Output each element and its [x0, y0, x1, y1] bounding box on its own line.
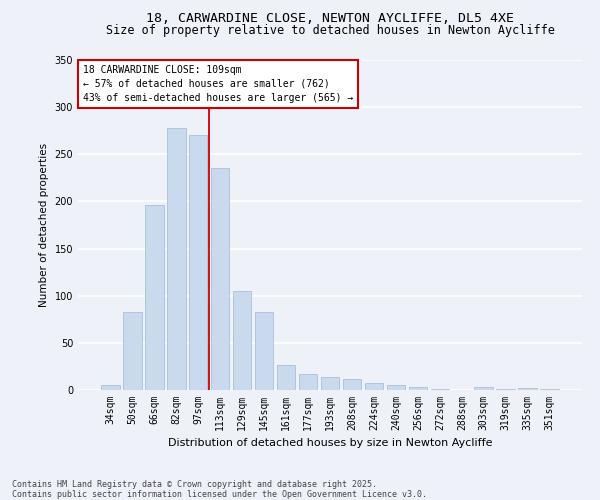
Bar [101, 386, 119, 390]
Bar [475, 387, 493, 390]
Y-axis label: Number of detached properties: Number of detached properties [39, 143, 49, 307]
Bar [541, 389, 559, 390]
Bar [123, 312, 142, 390]
Text: 18, CARWARDINE CLOSE, NEWTON AYCLIFFE, DL5 4XE: 18, CARWARDINE CLOSE, NEWTON AYCLIFFE, D… [146, 12, 514, 26]
Bar [255, 312, 274, 390]
Bar [409, 387, 427, 390]
Bar [343, 378, 361, 390]
Bar [299, 374, 317, 390]
Bar [496, 389, 515, 390]
Text: Size of property relative to detached houses in Newton Aycliffe: Size of property relative to detached ho… [106, 24, 554, 37]
Bar [365, 384, 383, 390]
Bar [320, 377, 340, 390]
Bar [167, 128, 185, 390]
Bar [277, 366, 295, 390]
Bar [211, 168, 229, 390]
Bar [518, 388, 537, 390]
Bar [189, 136, 208, 390]
Text: 18 CARWARDINE CLOSE: 109sqm
← 57% of detached houses are smaller (762)
43% of se: 18 CARWARDINE CLOSE: 109sqm ← 57% of det… [83, 65, 353, 103]
Text: Contains HM Land Registry data © Crown copyright and database right 2025.
Contai: Contains HM Land Registry data © Crown c… [12, 480, 427, 499]
Bar [386, 386, 405, 390]
X-axis label: Distribution of detached houses by size in Newton Aycliffe: Distribution of detached houses by size … [168, 438, 492, 448]
Bar [233, 291, 251, 390]
Bar [431, 389, 449, 390]
Bar [145, 205, 164, 390]
